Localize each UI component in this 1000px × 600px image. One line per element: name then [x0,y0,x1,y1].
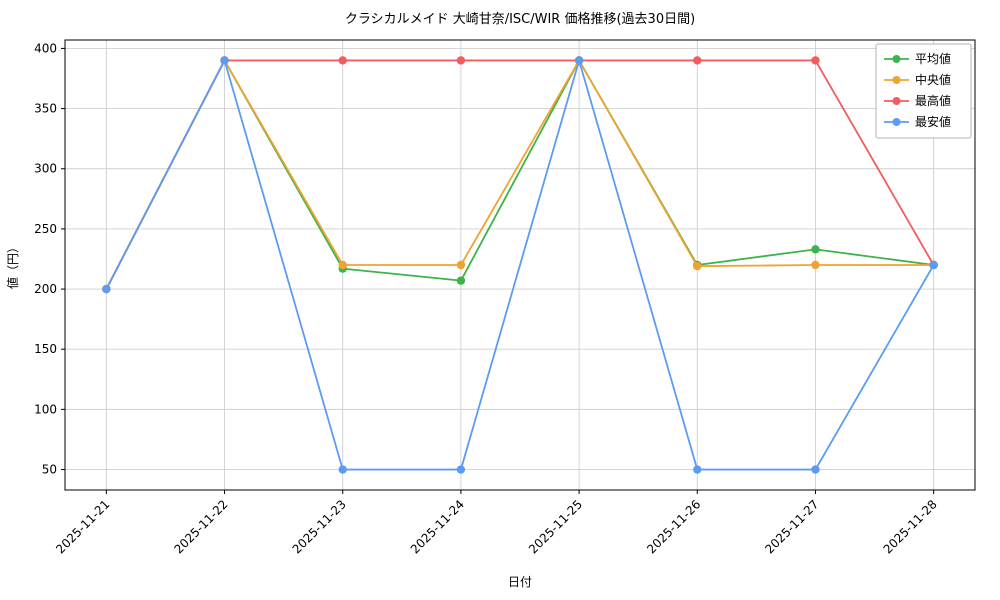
series-最高値 [102,56,938,294]
legend-box [875,43,972,139]
x-tick-label: 2025-11-26 [644,497,703,556]
data-point-marker [220,56,229,65]
data-point-marker [811,245,820,254]
legend-item: 中央値 [884,72,951,87]
y-axis-label: 値（円） [5,241,20,289]
data-point-marker [456,260,466,270]
series-平均値 [102,56,938,294]
x-tick-label: 2025-11-25 [526,497,585,556]
legend-item: 平均値 [884,51,951,66]
legend-item: 最高値 [884,93,951,108]
data-point-marker [811,260,820,270]
data-point-marker [102,284,111,294]
series-中央値 [102,56,938,294]
legend-label: 最高値 [915,93,951,108]
series-line [105,59,935,290]
series-最安値 [102,56,938,474]
legend-label: 最安値 [915,114,951,129]
data-point-marker [693,56,702,65]
legend-marker [892,118,901,126]
x-tick-label: 2025-11-28 [881,497,940,556]
y-tick-label: 100 [34,402,57,416]
data-point-marker [338,465,347,474]
data-point-marker [693,465,702,474]
y-tick-label: 200 [34,282,57,296]
x-tick-label: 2025-11-21 [53,497,112,556]
x-tick-label: 2025-11-22 [171,497,230,556]
data-point-marker [929,260,938,270]
plot-area: 50 100 150 200 250 300 350 400 2025-11-21 2025-11… [34,39,976,556]
axes-frame [64,39,976,491]
legend-marker [892,76,901,84]
y-tick-label: 350 [34,102,57,116]
y-tick-label: 300 [34,162,57,176]
x-axis-label: 日付 [508,575,532,589]
data-point-marker [338,260,347,270]
y-tick-label: 400 [34,41,57,55]
x-tick-label: 2025-11-23 [290,497,349,556]
legend-marker [892,97,901,105]
data-point-marker [456,276,466,285]
legend-label: 中央値 [915,72,951,87]
legend-marker [892,55,901,63]
data-point-marker [693,262,702,271]
legend-label: 平均値 [915,51,951,66]
series-line [105,59,935,471]
x-tick-label: 2025-11-27 [762,497,821,556]
chart-title: クラシカルメイド 大崎甘奈/ISC/WIR 価格推移(過去30日間) [345,11,695,27]
legend-item: 最安値 [884,114,951,129]
data-point-marker [574,56,584,65]
data-point-marker [456,56,466,65]
series-line [105,59,935,290]
y-tick-label: 150 [34,342,57,356]
series-line [105,59,935,290]
data-point-marker [456,465,466,474]
y-tick-label: 250 [34,222,57,236]
data-point-marker [811,56,820,65]
data-point-marker [338,56,347,65]
y-tick-label: 50 [42,463,57,477]
x-tick-label: 2025-11-24 [408,497,467,556]
axis-ticks: 50 100 150 200 250 300 350 400 2025-11-21 2025-11… [34,41,940,556]
data-point-marker [811,465,820,474]
